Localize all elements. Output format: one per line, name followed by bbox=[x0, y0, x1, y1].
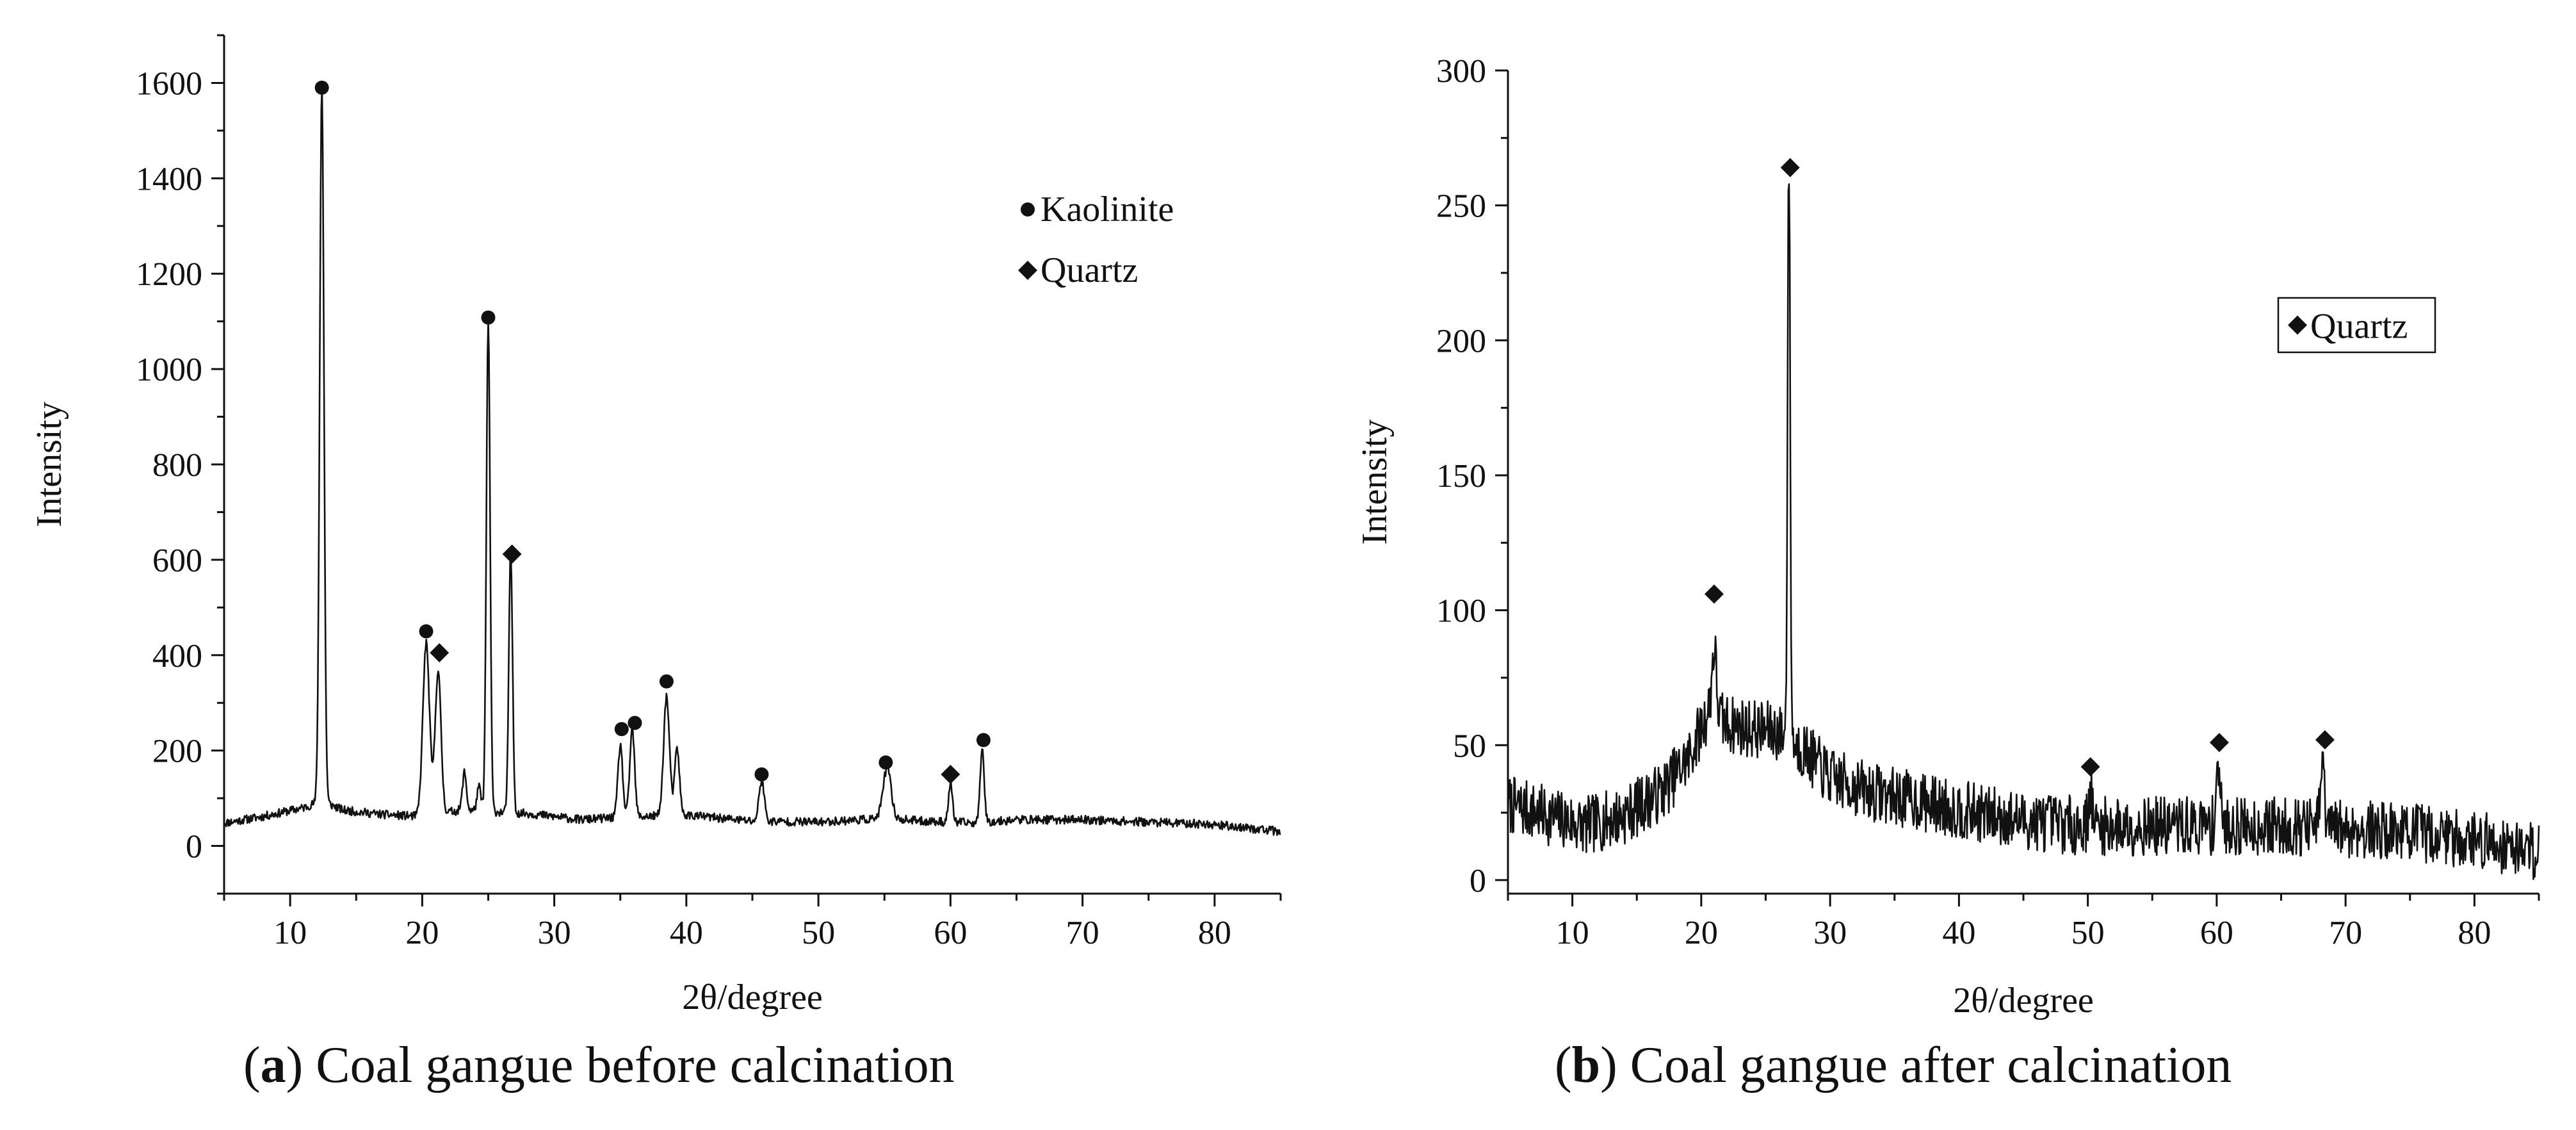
x-tick-label: 60 bbox=[934, 915, 967, 951]
caption-b-text: Coal gangue after calcination bbox=[1617, 1037, 2232, 1093]
y-tick-label: 1200 bbox=[136, 256, 202, 293]
x-tick-label: 40 bbox=[1942, 915, 1975, 951]
y-tick-label: 150 bbox=[1436, 458, 1486, 495]
y-tick-label: 1000 bbox=[136, 352, 202, 388]
x-tick-label: 60 bbox=[2200, 915, 2233, 951]
quartz-marker bbox=[1705, 584, 1724, 604]
x-tick-label: 70 bbox=[1066, 915, 1099, 951]
caption-a-text: Coal gangue before calcination bbox=[303, 1037, 955, 1093]
x-tick-label: 50 bbox=[2071, 915, 2105, 951]
kaolinite-marker bbox=[628, 716, 642, 730]
x-tick-label: 20 bbox=[405, 915, 439, 951]
caption-b: (b) Coal gangue after calcination bbox=[1555, 1037, 2232, 1093]
x-tick-label: 80 bbox=[2458, 915, 2491, 951]
legend-label: Quartz bbox=[2310, 307, 2408, 347]
y-tick-label: 50 bbox=[1453, 728, 1486, 764]
y-tick-label: 600 bbox=[152, 543, 202, 579]
y-tick-label: 250 bbox=[1436, 188, 1486, 225]
kaolinite-marker bbox=[481, 310, 496, 325]
y-tick-label: 800 bbox=[152, 447, 202, 484]
kaolinite-marker bbox=[976, 733, 991, 748]
quartz-marker bbox=[1780, 158, 1800, 177]
caption-a: (a) Coal gangue before calcination bbox=[243, 1037, 955, 1093]
legend-label: Quartz bbox=[1041, 250, 1138, 290]
x-tick-label: 30 bbox=[1813, 915, 1847, 951]
x-tick-label: 70 bbox=[2329, 915, 2362, 951]
y-axis-title: Intensity bbox=[1355, 420, 1395, 545]
x-axis-title: 2θ/degree bbox=[682, 978, 823, 1017]
kaolinite-marker bbox=[314, 80, 329, 95]
y-tick-label: 1400 bbox=[136, 161, 202, 197]
y-tick-label: 1600 bbox=[136, 65, 202, 102]
quartz-marker bbox=[502, 544, 522, 564]
y-tick-label: 300 bbox=[1436, 53, 1486, 90]
x-tick-label: 80 bbox=[1198, 915, 1231, 951]
legend-box bbox=[2277, 297, 2436, 354]
kaolinite-marker bbox=[879, 755, 893, 770]
quartz-marker bbox=[941, 764, 960, 784]
quartz-marker bbox=[2315, 730, 2335, 749]
y-tick-label: 400 bbox=[152, 638, 202, 675]
legend-label: Kaolinite bbox=[1041, 190, 1174, 229]
y-tick-label: 0 bbox=[186, 829, 202, 865]
kaolinite-marker bbox=[754, 767, 769, 782]
caption-a-letter: a bbox=[260, 1037, 286, 1093]
y-axis-title: Intensity bbox=[29, 402, 69, 527]
series-line bbox=[223, 86, 1281, 836]
y-tick-label: 200 bbox=[1436, 323, 1486, 359]
y-tick-label: 0 bbox=[1470, 863, 1486, 899]
quartz-marker bbox=[2209, 733, 2229, 753]
x-tick-label: 30 bbox=[538, 915, 571, 951]
legend-diamond-icon bbox=[1018, 261, 1037, 280]
kaolinite-marker bbox=[419, 624, 433, 639]
x-tick-label: 40 bbox=[670, 915, 703, 951]
series-line bbox=[1507, 183, 2540, 880]
kaolinite-marker bbox=[614, 722, 629, 737]
x-tick-label: 20 bbox=[1685, 915, 1718, 951]
quartz-marker bbox=[2080, 757, 2100, 776]
x-axis-title: 2θ/degree bbox=[1953, 981, 2094, 1020]
quartz-marker bbox=[430, 643, 450, 663]
y-tick-label: 100 bbox=[1436, 593, 1486, 630]
caption-b-letter: b bbox=[1571, 1037, 1601, 1093]
x-tick-label: 50 bbox=[802, 915, 835, 951]
kaolinite-marker bbox=[659, 674, 674, 689]
x-tick-label: 10 bbox=[273, 915, 307, 951]
legend-diamond-icon bbox=[2288, 315, 2307, 335]
y-tick-label: 200 bbox=[152, 733, 202, 770]
x-tick-label: 10 bbox=[1556, 915, 1589, 951]
legend-circle-icon bbox=[1021, 202, 1035, 217]
